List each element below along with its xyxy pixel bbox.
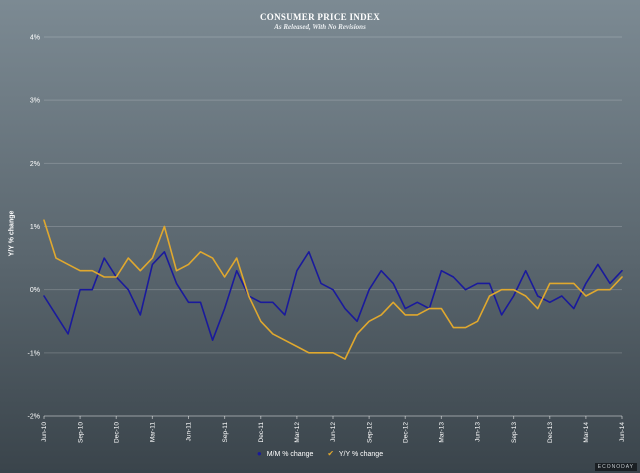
legend-label-yy: Y/Y % change (338, 451, 384, 458)
legend-marker-mm: ● (256, 449, 262, 458)
x-tick-label: Sep-10 (77, 422, 84, 443)
y-tick-label: 3% (30, 98, 40, 105)
legend-item-mm: ● M/M % change (256, 449, 315, 458)
chart-title: CONSUMER PRICE INDEX (259, 12, 380, 22)
x-tick-label: Mar-13 (439, 422, 446, 443)
chart-subtitle: As Released, With No Revisions (274, 23, 366, 31)
x-tick-label: Jun-14 (619, 422, 626, 442)
y-tick-label: 2% (30, 161, 40, 168)
x-tick-label: Dec-10 (113, 422, 120, 443)
x-tick-label: Mar-11 (150, 422, 157, 442)
x-tick-label: Sep-12 (366, 422, 373, 443)
x-tick-label: Sep-13 (511, 422, 518, 443)
x-tick-label: Jun-10 (41, 422, 48, 442)
x-tick-label: Dec-11 (258, 422, 265, 443)
x-tick-label: Jun-11 (186, 422, 193, 442)
x-tick-label: Dec-13 (547, 422, 554, 443)
x-tick-label: Mar-12 (294, 422, 301, 443)
legend-marker-yy: ✔ (327, 449, 335, 458)
watermark: ECONODAY (594, 463, 637, 471)
x-tick-label: Mar-14 (583, 422, 590, 443)
y-tick-label: 0% (30, 287, 40, 294)
series-line-mm (43, 251, 623, 342)
x-tick-label: Sep-11 (222, 422, 229, 443)
x-tick-label: Jun-12 (330, 422, 337, 442)
legend: ● M/M % change ✔ Y/Y % change (0, 449, 640, 458)
y-tick-label: 4% (30, 35, 40, 42)
legend-item-yy: ✔ Y/Y % change (327, 449, 384, 458)
y-tick-label: -2% (28, 414, 40, 421)
x-tick-label: Dec-12 (402, 422, 409, 443)
series-line-yy (43, 219, 623, 360)
y-tick-label: 1% (30, 224, 40, 231)
y-tick-label: -1% (28, 350, 40, 357)
x-tick-label: Jun-13 (475, 422, 482, 442)
legend-label-mm: M/M % change (266, 451, 314, 458)
